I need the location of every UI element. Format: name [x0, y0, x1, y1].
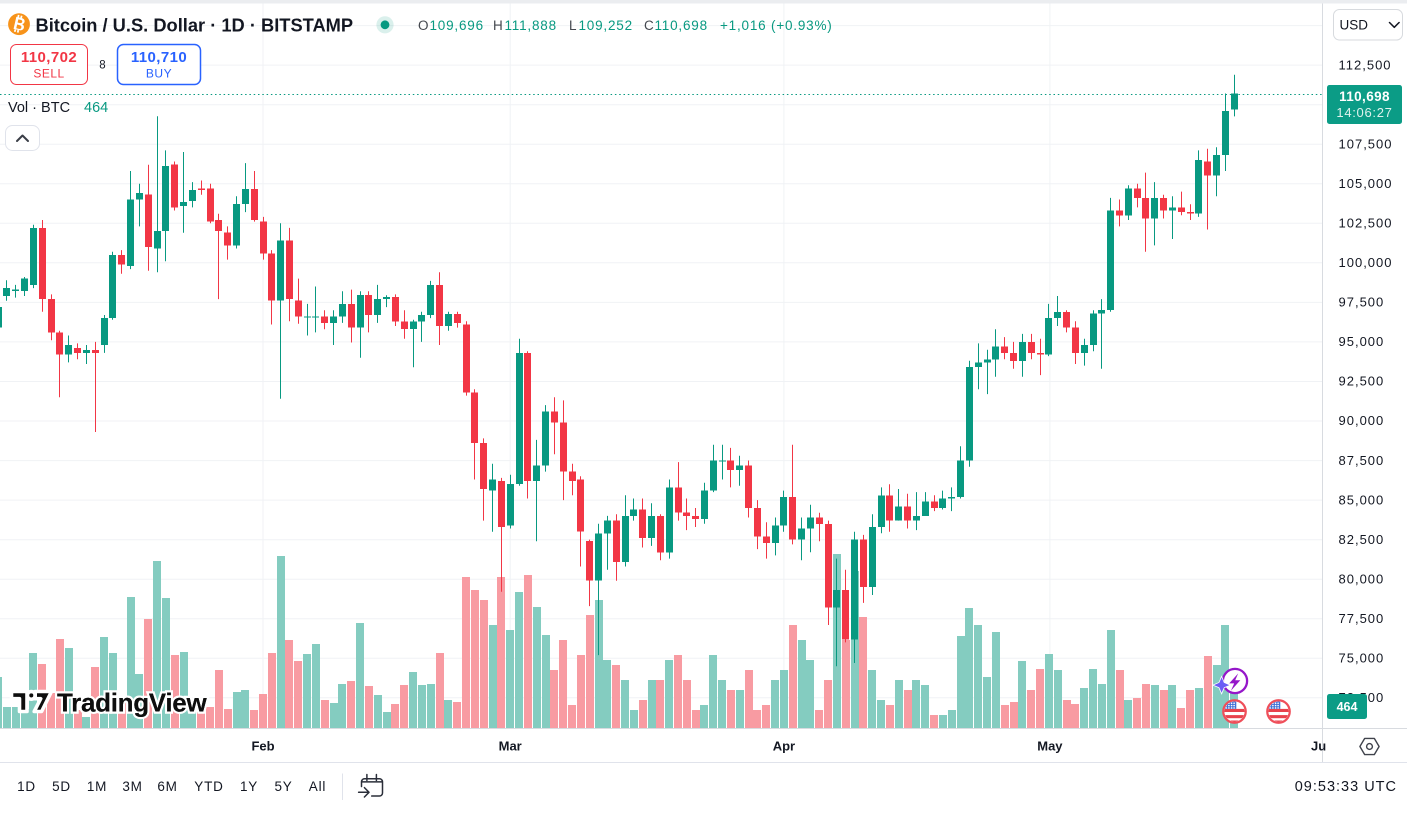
- svg-text:95,000: 95,000: [1339, 334, 1385, 349]
- svg-text:464: 464: [1337, 700, 1358, 714]
- svg-text:5D: 5D: [52, 779, 71, 794]
- svg-text:14:06:27: 14:06:27: [1336, 105, 1392, 120]
- svg-text:110,710: 110,710: [131, 49, 187, 66]
- svg-text:110,702: 110,702: [21, 49, 77, 66]
- svg-text:90,000: 90,000: [1339, 413, 1385, 428]
- svg-text:6M: 6M: [157, 779, 177, 794]
- svg-text:75,000: 75,000: [1339, 651, 1385, 666]
- svg-text:107,500: 107,500: [1339, 136, 1393, 151]
- svg-text:100,000: 100,000: [1339, 255, 1393, 270]
- svg-text:H: H: [493, 18, 503, 33]
- svg-text:Vol · BTC: Vol · BTC: [8, 100, 70, 116]
- svg-text:112,500: 112,500: [1339, 57, 1392, 72]
- svg-text:92,500: 92,500: [1339, 374, 1385, 389]
- svg-text:Bitcoin / U.S. Dollar · 1D · B: Bitcoin / U.S. Dollar · 1D · BITSTAMP: [36, 15, 354, 36]
- svg-text:87,500: 87,500: [1339, 453, 1385, 468]
- svg-text:Jun: Jun: [1311, 739, 1334, 754]
- svg-text:5Y: 5Y: [274, 779, 292, 794]
- svg-text:8: 8: [99, 60, 105, 72]
- svg-text:77,500: 77,500: [1339, 611, 1385, 626]
- svg-text:464: 464: [84, 100, 108, 116]
- svg-text:+1,016 (+0.93%): +1,016 (+0.93%): [720, 18, 833, 33]
- svg-text:111,888: 111,888: [505, 18, 557, 33]
- svg-text:3M: 3M: [122, 779, 142, 794]
- svg-text:TradingView: TradingView: [57, 688, 207, 718]
- svg-text:Mar: Mar: [499, 739, 522, 754]
- svg-text:97,500: 97,500: [1339, 295, 1385, 310]
- svg-text:110,698: 110,698: [1339, 89, 1390, 104]
- svg-text:85,000: 85,000: [1339, 492, 1385, 507]
- svg-text:109,696: 109,696: [430, 18, 484, 33]
- svg-text:105,000: 105,000: [1339, 176, 1393, 191]
- svg-text:May: May: [1037, 739, 1063, 754]
- svg-text:1M: 1M: [87, 779, 107, 794]
- svg-text:09:53:33 UTC: 09:53:33 UTC: [1295, 779, 1397, 795]
- svg-text:82,500: 82,500: [1339, 532, 1385, 547]
- svg-text:O: O: [418, 18, 429, 33]
- svg-text:80,000: 80,000: [1339, 571, 1385, 586]
- svg-text:Apr: Apr: [773, 739, 795, 754]
- svg-text:TradingView: TradingView: [57, 688, 207, 718]
- svg-text:C: C: [644, 18, 654, 33]
- svg-text:110,698: 110,698: [655, 18, 708, 33]
- svg-text:All: All: [309, 779, 326, 794]
- svg-text:YTD: YTD: [194, 779, 223, 794]
- svg-text:1D: 1D: [17, 779, 36, 794]
- svg-text:BUY: BUY: [146, 67, 172, 81]
- svg-text:Feb: Feb: [251, 739, 274, 754]
- svg-text:1Y: 1Y: [240, 779, 258, 794]
- svg-text:109,252: 109,252: [579, 18, 633, 33]
- svg-text:SELL: SELL: [33, 67, 64, 81]
- svg-text:USD: USD: [1340, 18, 1369, 33]
- svg-text:102,500: 102,500: [1339, 216, 1393, 231]
- svg-text:L: L: [569, 18, 577, 33]
